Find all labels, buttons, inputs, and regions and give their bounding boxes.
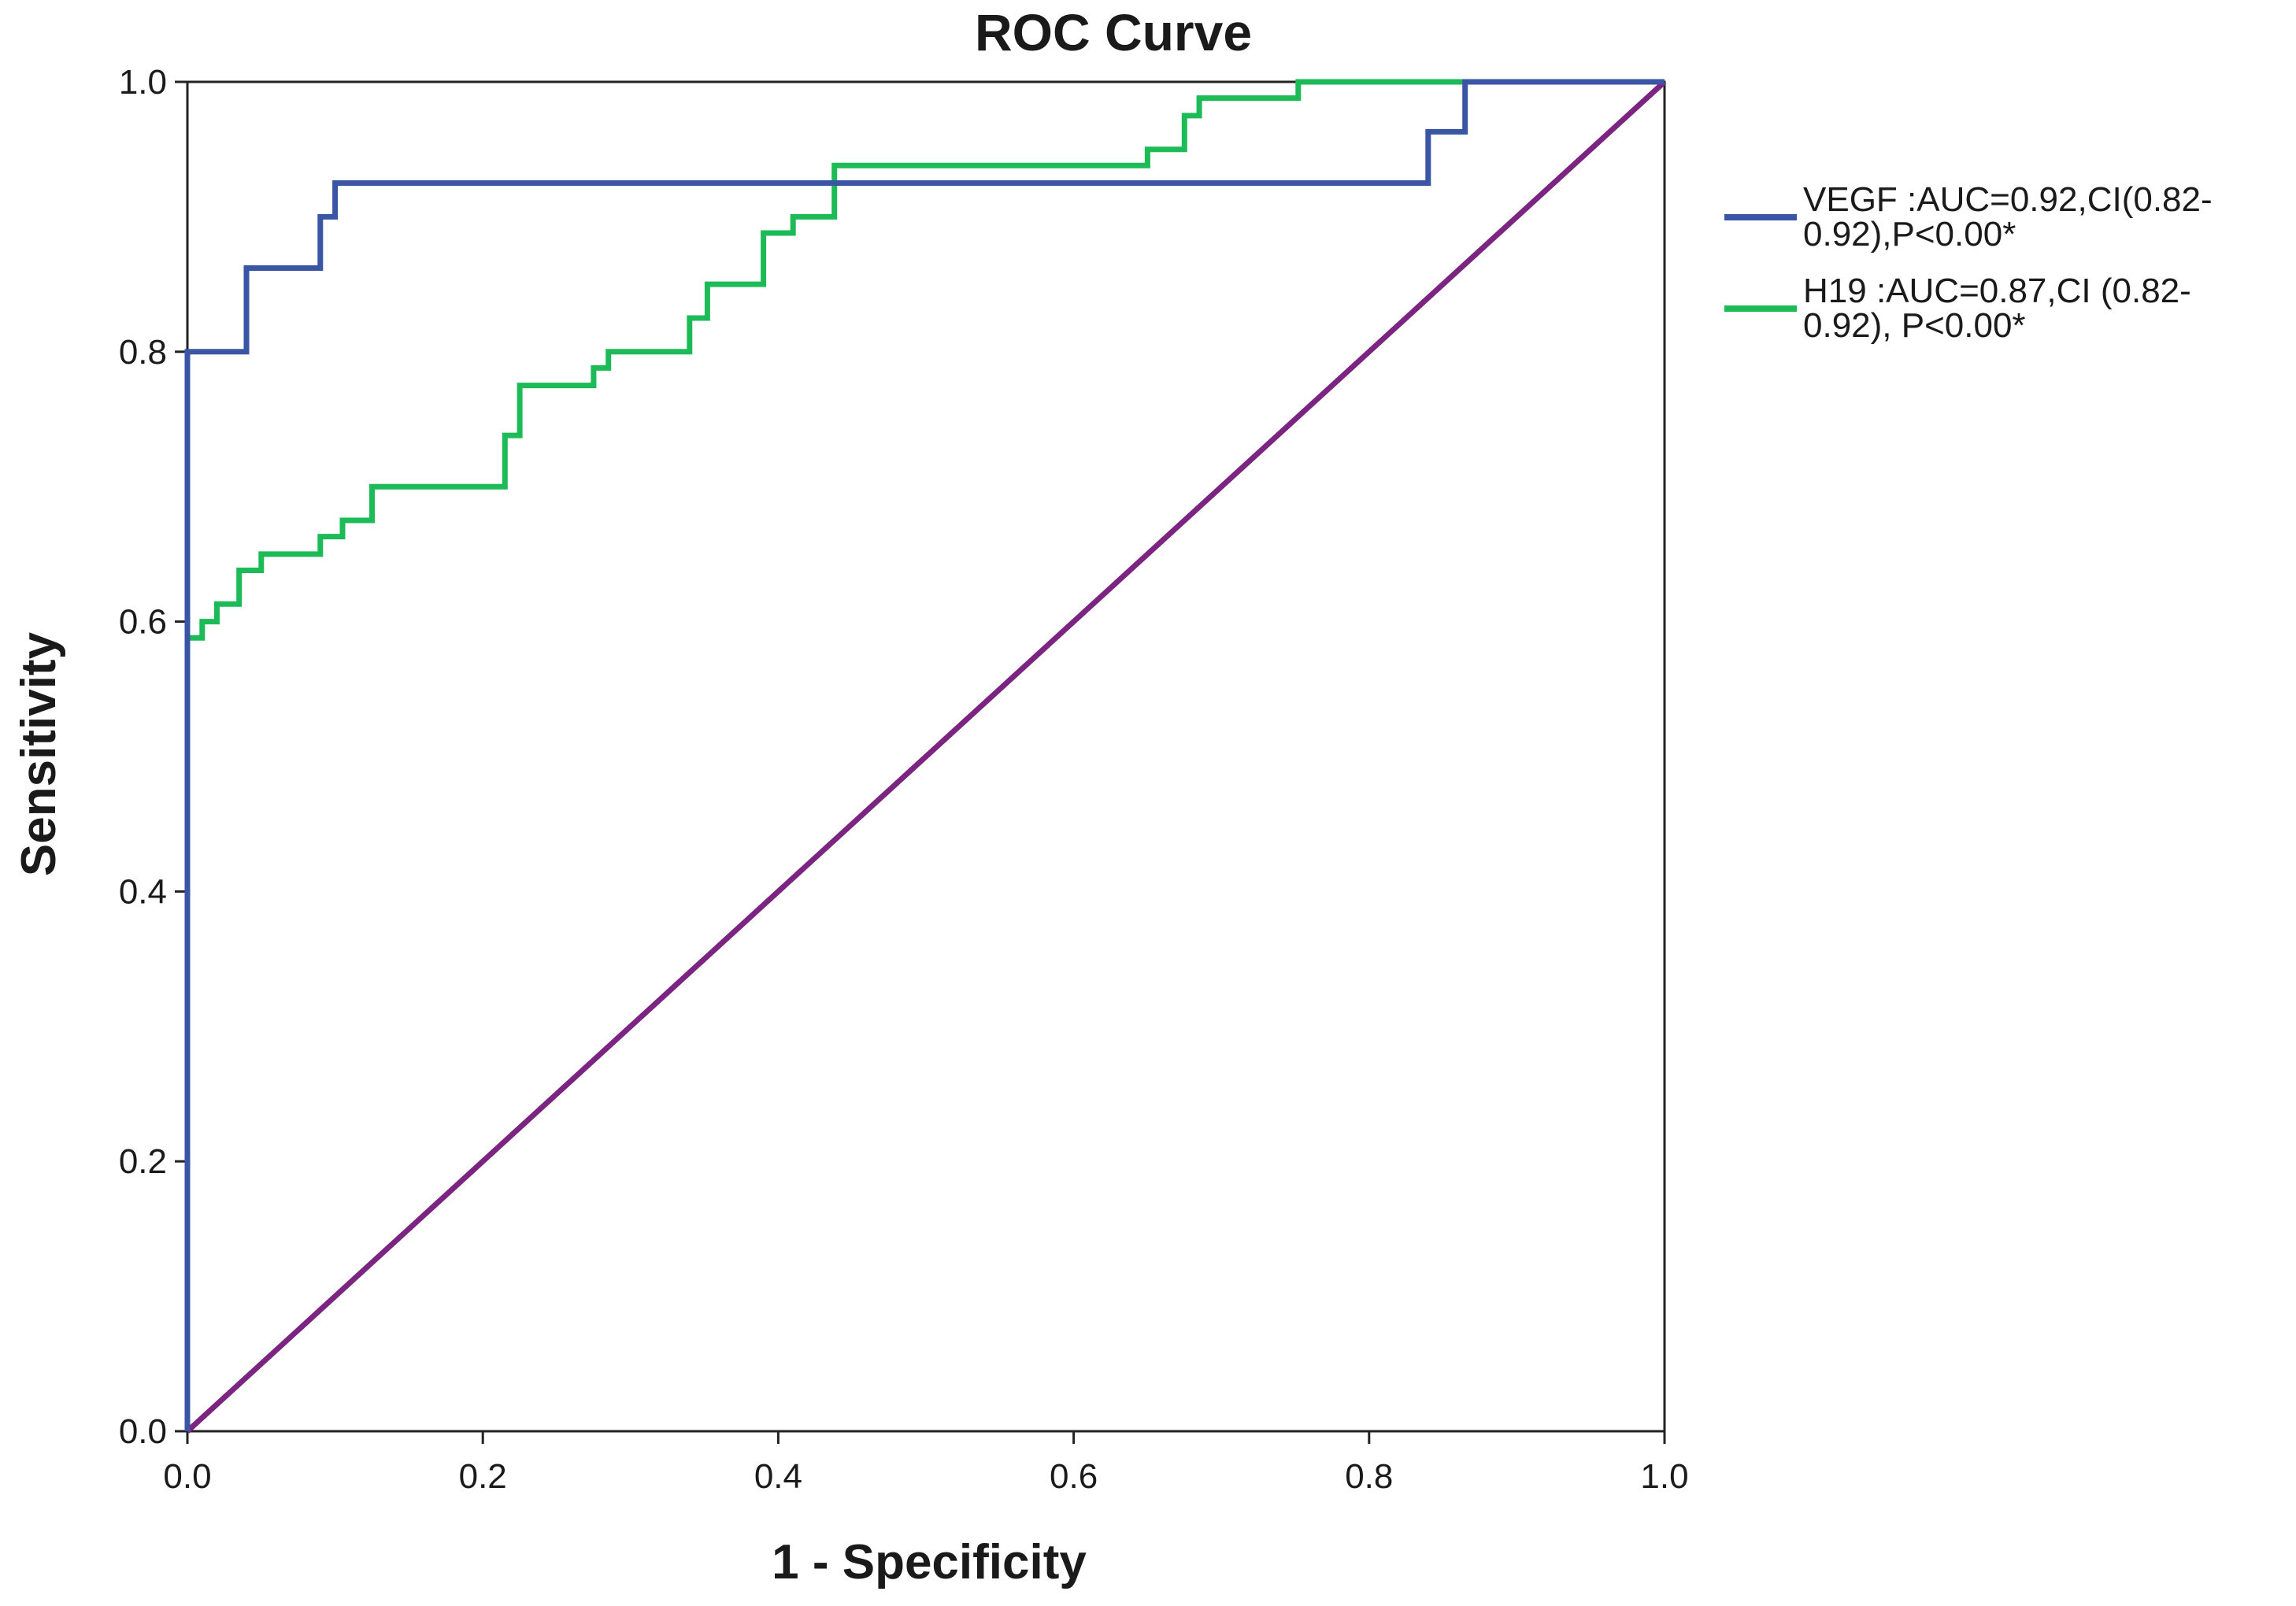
x-axis-title: 1 - Specificity [772,1535,1087,1589]
legend-label-vegf: 0.92),P<0.00* [1803,215,2016,253]
y-tick-label: 0.8 [119,333,167,372]
y-tick-label: 0.2 [119,1142,167,1181]
chart-title: ROC Curve [975,3,1252,61]
legend-label-vegf: VEGF :AUC=0.92,CI(0.82- [1803,180,2213,219]
y-tick-label: 0.6 [119,603,167,642]
x-tick-label: 0.4 [754,1457,802,1496]
plot-area: 0.0 0.2 0.4 0.6 0.8 1.0 0.0 0.2 0.4 0.6 0.8 1.0 [119,63,1689,1496]
y-tick-label: 0.0 [119,1412,167,1451]
x-tick-label: 0.8 [1345,1457,1393,1496]
x-tick-label: 0.2 [459,1457,507,1496]
legend-label-h19: 0.92), P<0.00* [1803,306,2026,345]
series-line-reference-line [185,80,1667,1434]
y-tick-label: 1.0 [119,63,167,102]
x-tick-label: 1.0 [1640,1457,1688,1496]
legend: VEGF :AUC=0.92,CI(0.82-0.92),P<0.00* H19 … [1724,180,2213,345]
y-axis-title: Sensitivity [12,631,66,876]
y-tick-label: 0.4 [119,872,167,911]
x-tick-label: 0.6 [1050,1457,1098,1496]
legend-label-h19: H19 :AUC=0.87,CI (0.82- [1803,272,2191,310]
series-line-h19 [184,79,1665,1431]
series-line-vegf [184,79,1665,1431]
x-tick-label: 0.0 [163,1457,211,1496]
